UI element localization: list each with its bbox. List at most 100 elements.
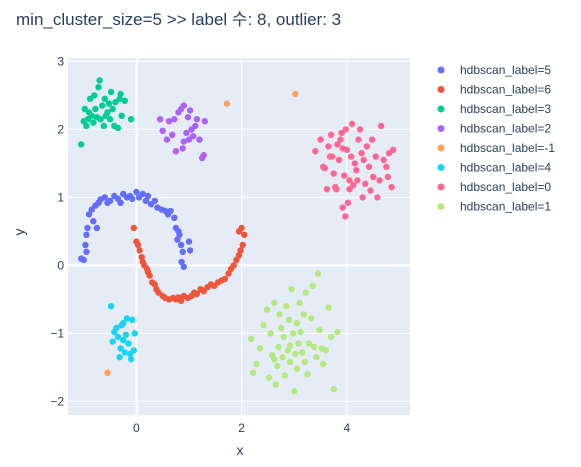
data-point (184, 114, 192, 121)
legend-label: hdbscan_label=2 (460, 122, 551, 136)
data-point (142, 197, 150, 204)
data-point (83, 122, 90, 130)
legend-label: hdbscan_label=3 (460, 102, 551, 116)
data-point (321, 165, 328, 172)
data-point (167, 207, 174, 215)
legend-item[interactable]: hdbscan_label=2 (437, 122, 552, 136)
tick-labels: 0 2 4 −2 −1 0 1 2 3 (50, 54, 350, 435)
data-point (178, 258, 185, 266)
data-point (372, 153, 379, 160)
legend-item[interactable]: hdbscan_label=1 (437, 200, 552, 214)
legend: hdbscan_label=5 hdbscan_label=6 hdbscan_la… (437, 63, 556, 214)
data-point (127, 116, 135, 123)
series-hdbscan-label-2 (156, 102, 208, 162)
data-point (275, 343, 282, 351)
data-point (109, 338, 116, 345)
data-point (360, 156, 367, 164)
data-point (146, 272, 153, 279)
data-point (101, 194, 109, 201)
data-point (325, 304, 332, 311)
legend-marker (437, 203, 445, 210)
data-point (356, 126, 364, 133)
data-point (180, 102, 187, 109)
legend-item[interactable]: hdbscan_label=4 (437, 161, 552, 175)
data-point (241, 231, 248, 238)
legend-marker (437, 164, 445, 171)
data-point (263, 306, 271, 313)
legend-item[interactable]: hdbscan_label=5 (437, 63, 552, 77)
data-point (305, 340, 313, 347)
y-tick-label: 3 (57, 54, 64, 68)
data-point (183, 129, 190, 136)
data-point (193, 116, 201, 123)
data-point (388, 184, 395, 191)
data-points (78, 77, 397, 395)
data-point (121, 97, 128, 105)
data-point (117, 90, 124, 98)
data-point (107, 303, 115, 310)
data-point (279, 354, 286, 361)
legend-item[interactable]: hdbscan_label=-1 (437, 141, 556, 155)
data-point (101, 95, 109, 103)
data-point (247, 335, 255, 342)
data-point (117, 199, 124, 206)
data-point (295, 340, 302, 347)
data-point (309, 282, 316, 289)
data-point (120, 320, 127, 327)
data-point (200, 152, 207, 159)
data-point (80, 256, 88, 264)
legend-marker (437, 105, 445, 113)
data-point (186, 107, 194, 114)
data-point (83, 231, 90, 238)
data-point (327, 333, 335, 340)
legend-item[interactable]: hdbscan_label=6 (437, 83, 552, 97)
data-point (277, 324, 285, 332)
data-point (276, 311, 283, 318)
data-point (93, 224, 101, 232)
data-point (156, 116, 164, 123)
legend-item[interactable]: hdbscan_label=3 (437, 102, 552, 116)
data-point (346, 186, 353, 193)
x-axis-label: x (237, 442, 244, 458)
data-point (106, 197, 114, 204)
series-hdbscan-label-5 (78, 188, 194, 270)
data-point (286, 342, 294, 349)
data-point (250, 369, 257, 376)
legend-label: hdbscan_label=1 (460, 200, 551, 214)
data-point (351, 160, 358, 167)
data-point (107, 88, 115, 96)
data-point (78, 141, 85, 148)
data-point (127, 356, 135, 363)
data-point (237, 247, 244, 254)
data-point (193, 290, 201, 298)
data-point (311, 343, 318, 351)
data-point (334, 141, 341, 148)
data-point (179, 248, 186, 255)
data-point (290, 330, 297, 337)
data-point (230, 262, 237, 269)
data-point (129, 195, 136, 202)
data-point (84, 224, 91, 232)
data-point (163, 136, 171, 143)
data-point (377, 122, 385, 130)
data-point (337, 136, 344, 143)
y-axis-label: y (11, 229, 27, 236)
data-point (383, 163, 390, 170)
data-point (293, 365, 301, 372)
y-tick-label: −1 (50, 326, 64, 340)
data-point (335, 156, 343, 164)
data-point (91, 92, 98, 99)
data-point (307, 315, 315, 322)
data-point (118, 112, 125, 120)
data-point (296, 299, 303, 306)
data-point (292, 350, 299, 357)
data-point (256, 345, 264, 352)
data-point (117, 345, 124, 352)
data-point (177, 297, 185, 304)
legend-item[interactable]: hdbscan_label=0 (437, 180, 552, 194)
data-point (286, 358, 294, 366)
data-point (185, 238, 193, 245)
data-point (280, 333, 287, 340)
legend-label: hdbscan_label=0 (460, 180, 551, 194)
data-point (109, 105, 116, 113)
